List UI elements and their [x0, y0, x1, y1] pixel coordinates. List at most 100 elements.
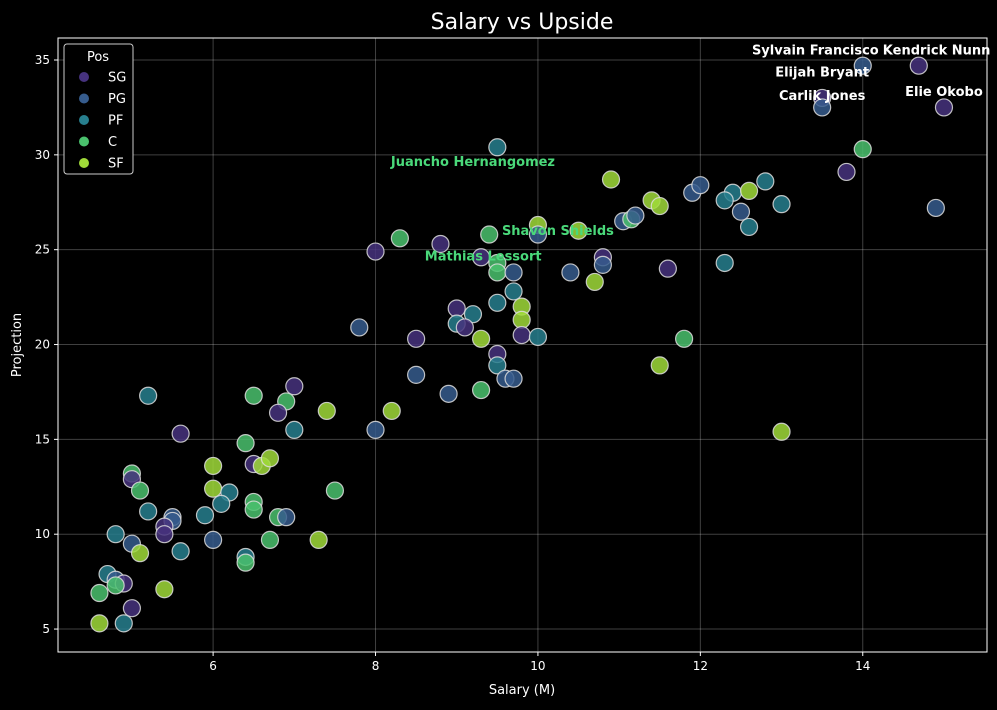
- data-point-pg: [561, 263, 580, 282]
- y-tick-label: 20: [35, 338, 50, 352]
- data-point-c: [853, 140, 872, 159]
- point-annotation: Mathias Lessort: [425, 249, 542, 264]
- data-point-pf: [715, 253, 734, 273]
- data-point-sg: [837, 162, 856, 182]
- data-point-sf: [601, 170, 621, 189]
- data-point-pg: [528, 225, 548, 244]
- legend-title: Pos: [87, 50, 109, 65]
- data-point-pg: [593, 255, 612, 274]
- data-point-pf: [171, 542, 190, 561]
- legend-marker-sg: [79, 72, 89, 82]
- data-point-sg: [455, 318, 474, 337]
- data-point-pf: [504, 282, 523, 301]
- x-tick-label: 8: [372, 659, 380, 673]
- data-point-sf: [585, 272, 604, 292]
- data-point-sf: [90, 614, 109, 633]
- x-tick-label: 12: [693, 659, 708, 673]
- data-point-sf: [309, 530, 328, 549]
- data-point-pf: [528, 327, 548, 347]
- legend-marker-sf: [79, 158, 89, 168]
- data-point-sf: [130, 544, 150, 563]
- data-point-pf: [756, 172, 775, 191]
- data-point-pf: [463, 305, 483, 324]
- point-annotation: Carlik Jones: [779, 89, 866, 104]
- data-point-pf: [488, 356, 507, 375]
- data-point-pf: [195, 506, 215, 525]
- data-point-sf: [650, 196, 669, 216]
- point-annotation: Kendrick Nunn: [883, 43, 991, 58]
- data-point-sf: [204, 479, 223, 498]
- data-point-sf: [382, 401, 401, 421]
- data-point-sf: [569, 221, 588, 240]
- data-point-pf: [139, 502, 158, 521]
- data-point-pf: [212, 494, 231, 513]
- data-point-pg: [350, 318, 369, 337]
- data-point-sg: [512, 325, 531, 345]
- legend-label: C: [108, 135, 117, 150]
- point-annotation: Elijah Bryant: [775, 66, 869, 81]
- data-point-sf: [204, 456, 223, 476]
- legend-marker-pf: [79, 115, 89, 125]
- point-annotation: Shavon Shields: [502, 224, 614, 239]
- data-point-sg: [155, 525, 174, 544]
- data-point-pf: [285, 420, 304, 439]
- data-point-sg: [447, 299, 466, 318]
- y-tick-label: 30: [35, 148, 50, 162]
- data-point-sg: [122, 599, 141, 618]
- annotations: Sylvain Francisco Kendrick Nunn Elijah Bry…: [390, 43, 990, 264]
- data-point-sf: [260, 449, 280, 468]
- data-point-sf: [650, 356, 669, 375]
- data-point-sg: [431, 234, 450, 254]
- data-point-pf: [715, 191, 734, 210]
- y-tick-label: 15: [35, 432, 50, 446]
- data-point-pf: [106, 525, 125, 544]
- data-point-c: [236, 553, 255, 572]
- legend-label: PF: [108, 114, 123, 129]
- data-point-pg: [277, 508, 296, 527]
- data-point-pg: [504, 263, 523, 282]
- data-point-pg: [626, 206, 645, 225]
- data-point-pg: [504, 369, 523, 388]
- data-point-pg: [926, 198, 945, 218]
- data-point-sf: [155, 580, 174, 599]
- data-point-c: [390, 229, 409, 248]
- legend-marker-pg: [79, 93, 89, 104]
- x-axis-label: Salary (M): [489, 683, 555, 698]
- data-point-pf: [488, 138, 507, 157]
- data-point-sf: [471, 329, 491, 348]
- data-point-pf: [488, 293, 507, 312]
- y-tick-label: 25: [35, 243, 50, 257]
- legend: Pos SG PG PF C SF: [63, 43, 134, 175]
- points: [90, 56, 954, 633]
- data-point-c: [471, 380, 491, 400]
- y-tick-label: 35: [35, 53, 50, 67]
- data-point-pg: [407, 365, 426, 384]
- legend-label: PG: [108, 92, 126, 107]
- data-point-c: [675, 329, 694, 348]
- data-point-c: [325, 481, 345, 500]
- legend-marker-c: [79, 136, 89, 147]
- data-point-sf: [512, 310, 531, 329]
- data-point-sg: [407, 329, 426, 348]
- data-point-sg: [658, 259, 677, 278]
- y-axis-label: Projection: [10, 313, 25, 377]
- data-point-pf: [139, 386, 158, 405]
- data-point-sg: [471, 248, 491, 267]
- point-annotation: Juancho Hernangomez: [390, 155, 555, 170]
- data-point-c: [488, 263, 507, 282]
- data-point-sf: [739, 181, 759, 200]
- data-point-pf: [114, 614, 133, 633]
- axis-ticks: 6 8 10 12 14 5 10 15 20 25 30 35: [35, 53, 871, 673]
- data-point-c: [244, 386, 263, 405]
- data-point-sf: [772, 422, 791, 441]
- data-point-c: [106, 576, 125, 595]
- data-point-pg: [366, 420, 385, 439]
- data-point-pg: [853, 56, 872, 75]
- data-point-c: [260, 530, 280, 549]
- data-point-pg: [439, 384, 458, 403]
- data-point-pf: [739, 217, 759, 237]
- data-point-c: [90, 583, 109, 603]
- data-point-c: [244, 500, 263, 519]
- legend-label: SF: [108, 157, 124, 172]
